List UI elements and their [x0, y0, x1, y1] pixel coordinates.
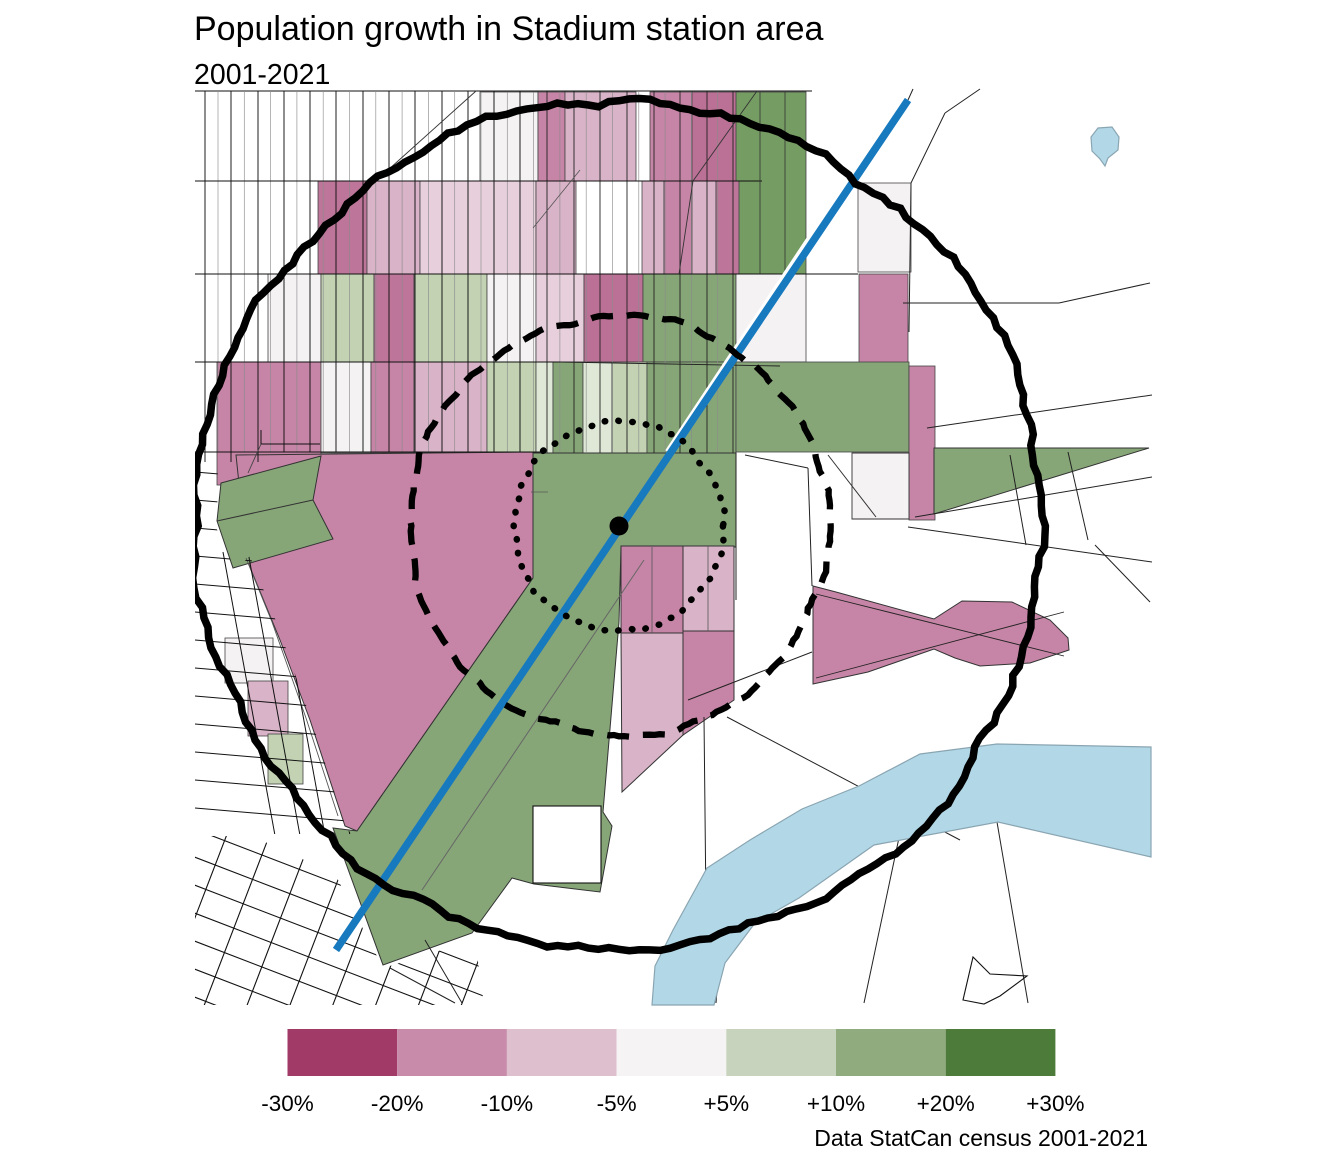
svg-text:-30%: -30%: [261, 1091, 314, 1116]
svg-text:Population growth in Stadium s: Population growth in Stadium station are…: [194, 10, 823, 48]
svg-text:-10%: -10%: [481, 1091, 534, 1116]
svg-text:-5%: -5%: [597, 1091, 637, 1116]
svg-text:+5%: +5%: [703, 1091, 749, 1116]
svg-text:-20%: -20%: [371, 1091, 424, 1116]
svg-text:+20%: +20%: [917, 1091, 975, 1116]
svg-text:+10%: +10%: [807, 1091, 865, 1116]
svg-text:+30%: +30%: [1026, 1091, 1084, 1116]
svg-text:Data StatCan census 2001-2021: Data StatCan census 2001-2021: [814, 1125, 1148, 1151]
svg-text:2001-2021: 2001-2021: [194, 59, 330, 91]
